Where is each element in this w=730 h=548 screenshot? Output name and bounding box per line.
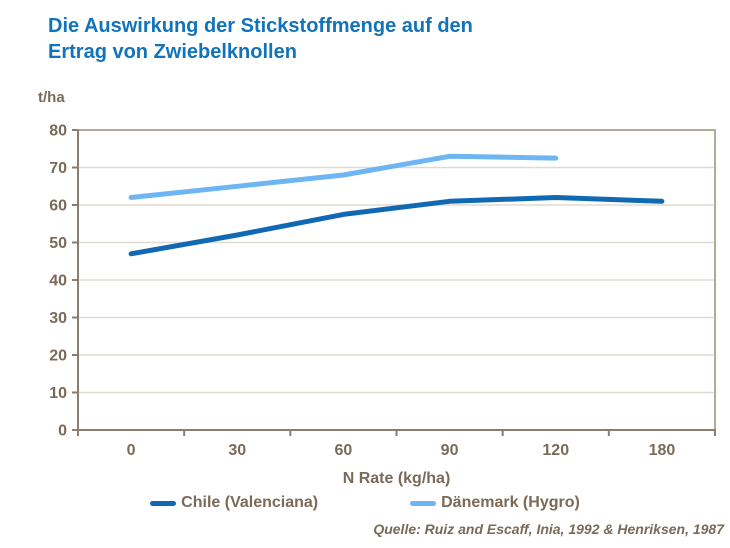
y-tick-label: 20 bbox=[49, 348, 67, 365]
y-tick-label: 40 bbox=[49, 273, 67, 290]
legend-item-daenemark: Dänemark (Hygro) bbox=[410, 494, 580, 512]
chart-title-line-1: Die Auswirkung der Stickstoffmenge auf d… bbox=[48, 15, 473, 37]
y-tick-label: 60 bbox=[49, 198, 67, 215]
x-tick-label: 120 bbox=[542, 442, 569, 459]
y-axis-unit-label: t/ha bbox=[38, 89, 65, 106]
y-tick-label: 10 bbox=[49, 385, 67, 402]
y-tick-label: 50 bbox=[49, 235, 67, 252]
x-tick-label: 0 bbox=[127, 442, 136, 459]
series-line-0 bbox=[128, 195, 665, 257]
legend-item-chile: Chile (Valenciana) bbox=[150, 494, 318, 512]
legend-label-chile: Chile (Valenciana) bbox=[181, 494, 319, 511]
chart-title: Die Auswirkung der Stickstoffmenge auf d… bbox=[48, 13, 608, 65]
y-tick-label: 0 bbox=[58, 423, 67, 440]
y-tick-label: 70 bbox=[49, 160, 67, 177]
y-tick-label: 30 bbox=[49, 310, 67, 327]
legend-marker-chile bbox=[150, 500, 177, 506]
x-tick-label: 60 bbox=[335, 442, 353, 459]
chart-title-line-2: Ertrag von Zwiebelknollen bbox=[48, 41, 297, 63]
series-line-1 bbox=[128, 153, 559, 200]
y-tick-label: 80 bbox=[49, 123, 67, 140]
x-tick-label: 180 bbox=[649, 442, 676, 459]
x-tick-label: 30 bbox=[228, 442, 246, 459]
x-axis-title: N Rate (kg/ha) bbox=[342, 470, 451, 487]
x-tick-label: 90 bbox=[441, 442, 459, 459]
legend-label-daenemark: Dänemark (Hygro) bbox=[441, 494, 580, 511]
legend-marker-daenemark bbox=[410, 500, 437, 506]
source-credit: Quelle: Ruiz and Escaff, Inia, 1992 & He… bbox=[373, 521, 724, 537]
legend: Chile (Valenciana) Dänemark (Hygro) bbox=[0, 494, 730, 512]
